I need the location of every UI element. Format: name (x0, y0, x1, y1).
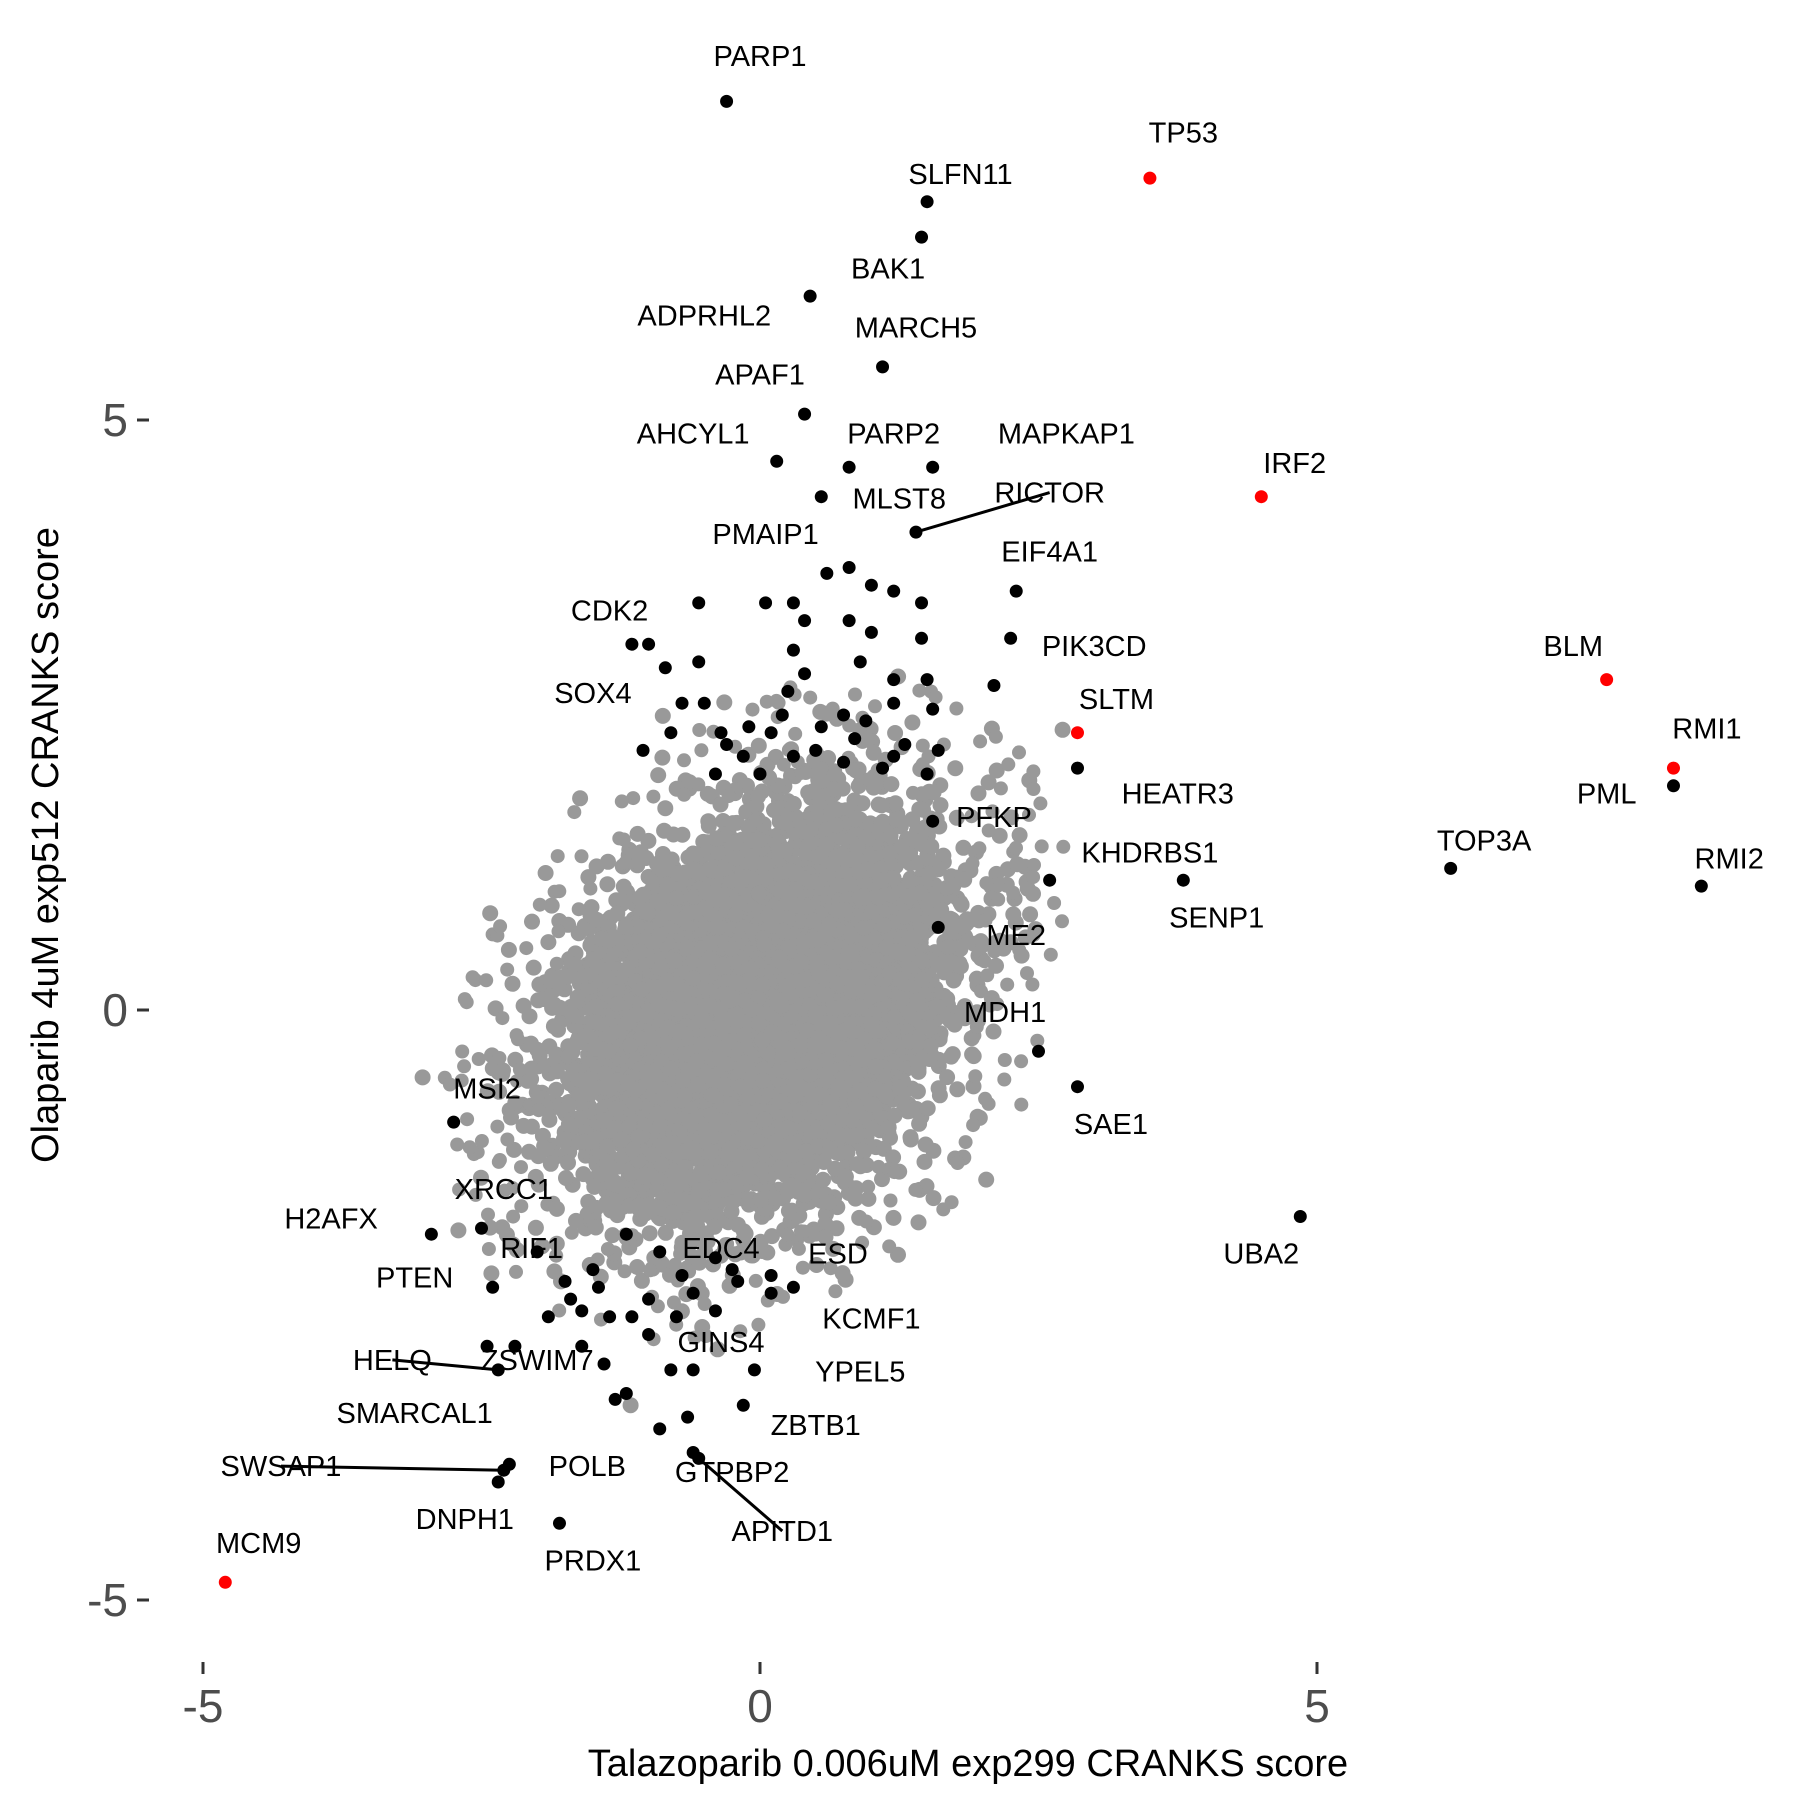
background-gene-point (709, 1341, 726, 1358)
background-gene-point (450, 1222, 467, 1239)
background-gene-point (902, 1129, 919, 1146)
background-gene-point (808, 1257, 825, 1273)
background-gene-point (622, 1397, 639, 1414)
background-gene-point (885, 1209, 902, 1226)
background-gene-point (548, 1235, 565, 1252)
background-gene-point (674, 826, 691, 843)
background-gene-point (985, 1023, 1002, 1040)
background-gene-point (738, 1191, 755, 1207)
background-gene-point (600, 853, 616, 870)
background-gene-point (1025, 885, 1041, 902)
background-gene-point (935, 847, 952, 864)
background-gene-point (925, 1190, 942, 1207)
background-gene-point (482, 905, 499, 922)
background-gene-point (657, 800, 674, 817)
background-gene-point (633, 1272, 650, 1289)
background-gene-point (953, 896, 970, 913)
background-gene-point (527, 1219, 544, 1236)
background-gene-point (473, 1169, 489, 1186)
background-gene-point (641, 1225, 658, 1242)
background-gene-point (739, 777, 755, 794)
background-points-layer (414, 668, 1071, 1414)
background-gene-point (483, 1265, 500, 1282)
background-gene-point (918, 1178, 935, 1195)
background-gene-point (534, 1127, 551, 1144)
background-gene-point (414, 1069, 431, 1086)
background-gene-point (491, 1083, 508, 1100)
background-gene-point (504, 975, 521, 992)
background-gene-point (657, 1224, 674, 1241)
background-gene-point (860, 1190, 877, 1207)
background-gene-point (965, 1048, 982, 1065)
background-gene-point (530, 1176, 547, 1193)
background-gene-point (548, 1081, 565, 1098)
background-gene-point (599, 876, 616, 893)
background-gene-point (548, 1046, 565, 1063)
background-gene-point (656, 822, 673, 839)
background-gene-point (542, 1155, 559, 1172)
background-gene-point (558, 1170, 574, 1186)
background-gene-point (991, 827, 1008, 844)
background-gene-point (904, 714, 921, 731)
background-gene-point (500, 941, 517, 958)
background-gene-point (1054, 721, 1071, 738)
background-gene-point (1003, 809, 1020, 826)
background-gene-point (541, 1111, 558, 1128)
background-gene-point (763, 1228, 780, 1245)
background-gene-point (543, 897, 560, 914)
background-gene-point (604, 1227, 621, 1244)
background-gene-point (825, 1240, 842, 1257)
background-gene-point (955, 839, 972, 856)
background-gene-point (540, 934, 557, 951)
